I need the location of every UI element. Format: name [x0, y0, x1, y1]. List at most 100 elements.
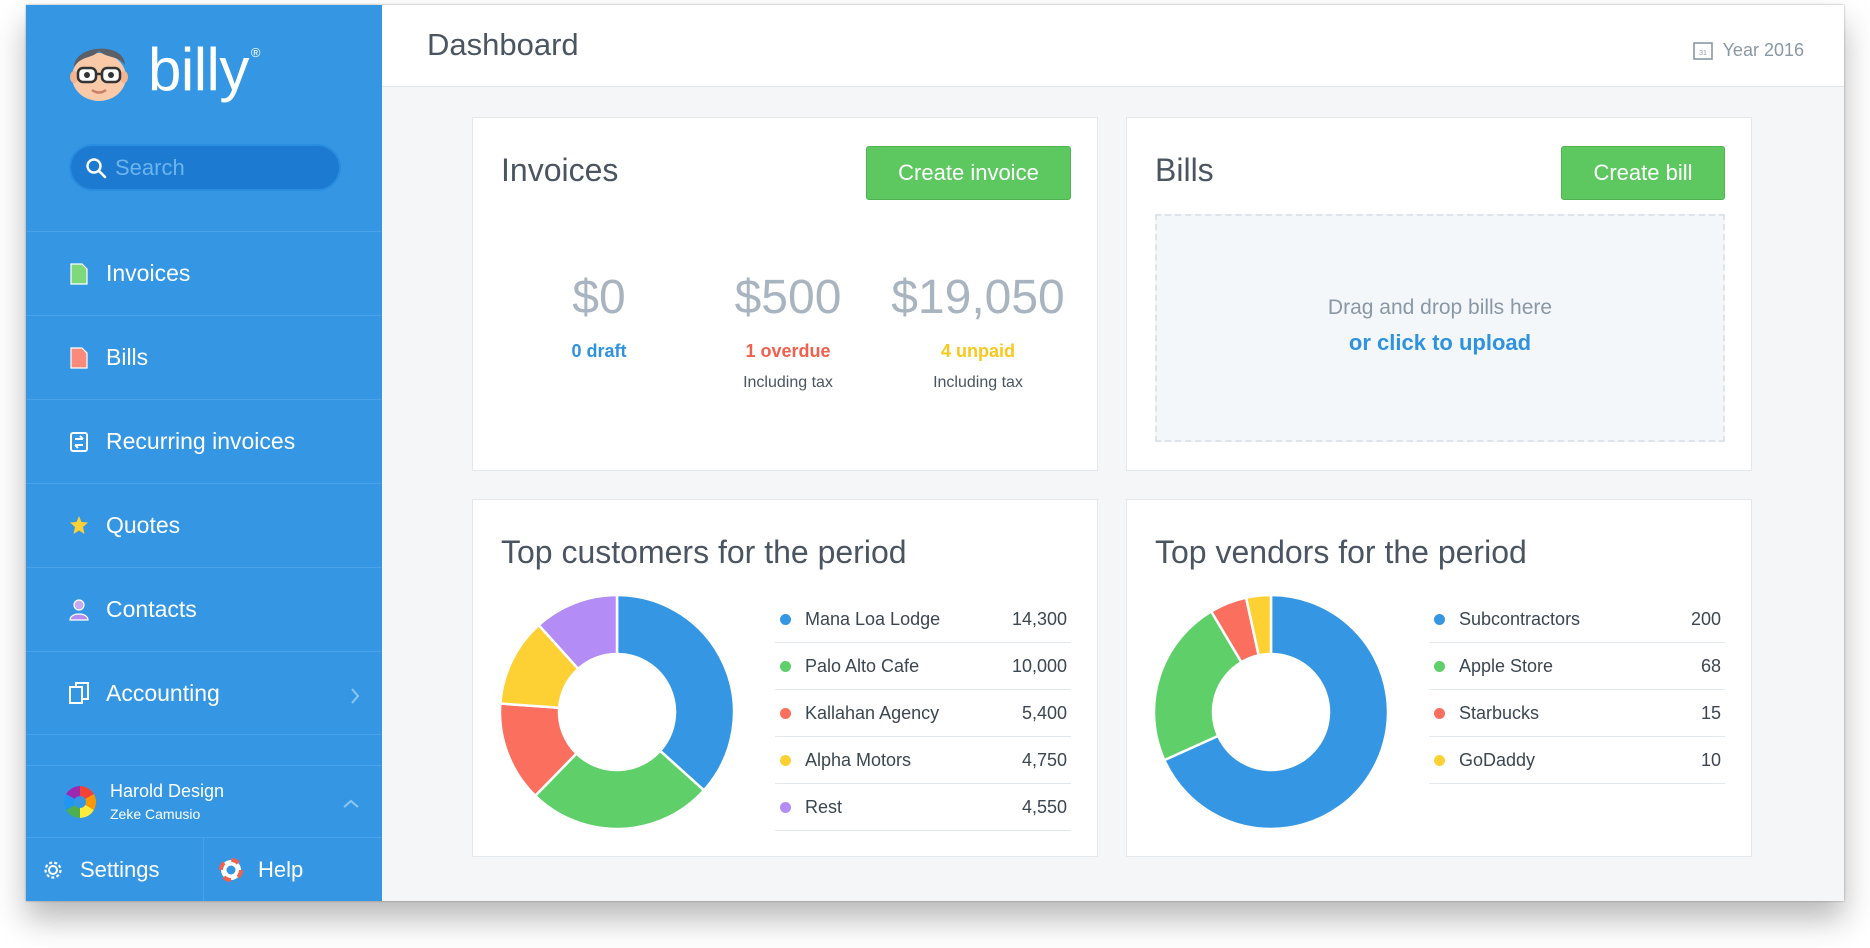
- legend-row[interactable]: Subcontractors 200: [1429, 596, 1725, 643]
- sidebar-item-recurring-invoices[interactable]: Recurring invoices: [26, 399, 382, 483]
- calendar-day: 31: [1699, 50, 1707, 57]
- create-invoice-button[interactable]: Create invoice: [866, 146, 1071, 200]
- year-selector[interactable]: 31 Year 2016: [1692, 40, 1804, 61]
- stat-unpaid[interactable]: $19,050 4 unpaid Including tax: [883, 270, 1073, 392]
- customers-legend: Mana Loa Lodge 14,300 Palo Alto Cafe 10,000…: [775, 596, 1071, 831]
- legend-dot-icon: [780, 613, 791, 625]
- bills-title: Bills: [1155, 152, 1214, 188]
- accounting-icon: [68, 681, 90, 705]
- sidebar-item-label: Contacts: [106, 596, 197, 622]
- legend-label: Subcontractors: [1459, 608, 1581, 629]
- legend-label: Kallahan Agency: [805, 702, 940, 723]
- legend-row[interactable]: Rest 4,550: [775, 784, 1071, 831]
- logo[interactable]: billy ®: [68, 37, 260, 103]
- legend-row[interactable]: Mana Loa Lodge 14,300: [775, 596, 1071, 643]
- legend-row[interactable]: Kallahan Agency 5,400: [775, 690, 1071, 737]
- legend-row[interactable]: Alpha Motors 4,750: [775, 737, 1071, 784]
- legend-label: Mana Loa Lodge: [805, 608, 941, 629]
- invoices-card: Invoices Create invoice $0 0 draft $500 …: [472, 117, 1098, 471]
- bills-dropzone[interactable]: Drag and drop bills here or click to upl…: [1155, 214, 1725, 442]
- legend-label: Palo Alto Cafe: [805, 655, 920, 676]
- legend-value: 4,750: [1021, 749, 1067, 770]
- legend-dot-icon: [780, 707, 791, 719]
- create-bill-button[interactable]: Create bill: [1561, 146, 1725, 200]
- user-name: Zeke Camusio: [110, 806, 201, 822]
- stat-amount: $19,050: [891, 271, 1065, 324]
- sidebar-item-contacts[interactable]: Contacts: [26, 567, 382, 651]
- legend-dot-icon: [1434, 613, 1445, 625]
- legend-value: 5,400: [1021, 702, 1067, 723]
- legend-label: GoDaddy: [1459, 749, 1536, 770]
- settings-button[interactable]: Settings: [26, 838, 204, 901]
- company-logo-icon: [64, 785, 96, 818]
- search-input[interactable]: [115, 154, 315, 181]
- sidebar-bottom-bar: Settings Help: [26, 837, 382, 901]
- top-header: Dashboard 31 Year 2016: [382, 5, 1844, 87]
- vendors-title: Top vendors for the period: [1155, 534, 1527, 570]
- sidebar-item-label: Invoices: [106, 260, 191, 286]
- legend-row[interactable]: Starbucks 15: [1429, 690, 1725, 737]
- stat-amount: $500: [734, 271, 842, 324]
- chevron-right-icon: [350, 684, 360, 711]
- sidebar-item-bills[interactable]: Bills: [26, 315, 382, 399]
- billy-mascot-icon: [70, 48, 128, 101]
- donut-slice-rest[interactable]: [536, 594, 619, 671]
- legend-label: Apple Store: [1459, 655, 1554, 676]
- bills-card: Bills Create bill Drag and drop bills he…: [1126, 117, 1752, 471]
- sidebar-item-label: Quotes: [106, 512, 181, 538]
- settings-label: Settings: [80, 857, 160, 882]
- invoices-title: Invoices: [501, 152, 619, 188]
- legend-label: Starbucks: [1459, 702, 1540, 723]
- logo-text: billy: [148, 36, 249, 103]
- sidebar-nav: Invoices Bills Recurring invoices Quotes: [26, 231, 382, 735]
- upload-link[interactable]: or click to upload: [1348, 330, 1532, 355]
- stat-label: 4 unpaid: [940, 341, 1015, 361]
- help-button[interactable]: Help: [204, 838, 303, 901]
- recurring-icon: [68, 430, 90, 454]
- stat-sub: Including tax: [743, 374, 833, 391]
- legend-dot-icon: [1434, 707, 1445, 719]
- sidebar-item-label: Recurring invoices: [106, 428, 296, 454]
- person-icon: [68, 598, 90, 622]
- user-switcher[interactable]: Harold Design Zeke Camusio: [26, 765, 382, 837]
- lifebuoy-icon: [218, 857, 244, 883]
- top-customers-card: Top customers for the period Mana Loa Lo…: [472, 499, 1098, 857]
- donut-slice-godaddy[interactable]: [1244, 594, 1273, 657]
- user-company: Harold Design: [110, 781, 225, 801]
- invoice-doc-icon: [68, 262, 90, 286]
- legend-value: 10: [1700, 749, 1721, 770]
- customers-donut-chart: [499, 594, 735, 830]
- calendar-icon: 31: [1692, 41, 1713, 60]
- logo-registered-mark: ®: [250, 45, 261, 60]
- app-window: billy ® Invoices Bills: [26, 5, 1844, 901]
- legend-dot-icon: [780, 754, 791, 766]
- sidebar-item-label: Bills: [106, 344, 149, 370]
- legend-dot-icon: [1434, 754, 1445, 766]
- chevron-up-icon: [342, 796, 360, 814]
- legend-value: 200: [1690, 608, 1721, 629]
- legend-value: 4,550: [1021, 796, 1067, 817]
- top-vendors-card: Top vendors for the period Subcontractor…: [1126, 499, 1752, 857]
- donut-slice-mana-loa-lodge[interactable]: [615, 594, 735, 793]
- legend-row[interactable]: Apple Store 68: [1429, 643, 1725, 690]
- legend-dot-icon: [780, 660, 791, 672]
- stat-overdue[interactable]: $500 1 overdue Including tax: [693, 270, 883, 392]
- stat-draft[interactable]: $0 0 draft: [504, 270, 694, 362]
- page-title: Dashboard: [427, 27, 579, 62]
- customers-title: Top customers for the period: [501, 534, 907, 570]
- legend-row[interactable]: Palo Alto Cafe 10,000: [775, 643, 1071, 690]
- legend-label: Alpha Motors: [805, 749, 912, 770]
- donut-slice-palo-alto-cafe[interactable]: [533, 749, 706, 830]
- legend-row[interactable]: GoDaddy 10: [1429, 737, 1725, 784]
- search-box[interactable]: [69, 144, 341, 191]
- year-label: Year 2016: [1722, 40, 1804, 60]
- legend-dot-icon: [780, 801, 791, 813]
- sidebar-item-invoices[interactable]: Invoices: [26, 231, 382, 315]
- sidebar: billy ® Invoices Bills: [26, 5, 382, 901]
- sidebar-item-accounting[interactable]: Accounting: [26, 651, 382, 735]
- bill-doc-icon: [68, 346, 90, 370]
- sidebar-item-quotes[interactable]: Quotes: [26, 483, 382, 567]
- donut-slice-subcontractors[interactable]: [1162, 594, 1389, 830]
- donut-slice-apple-store[interactable]: [1153, 609, 1244, 762]
- drop-text: Drag and drop bills here: [1327, 296, 1553, 319]
